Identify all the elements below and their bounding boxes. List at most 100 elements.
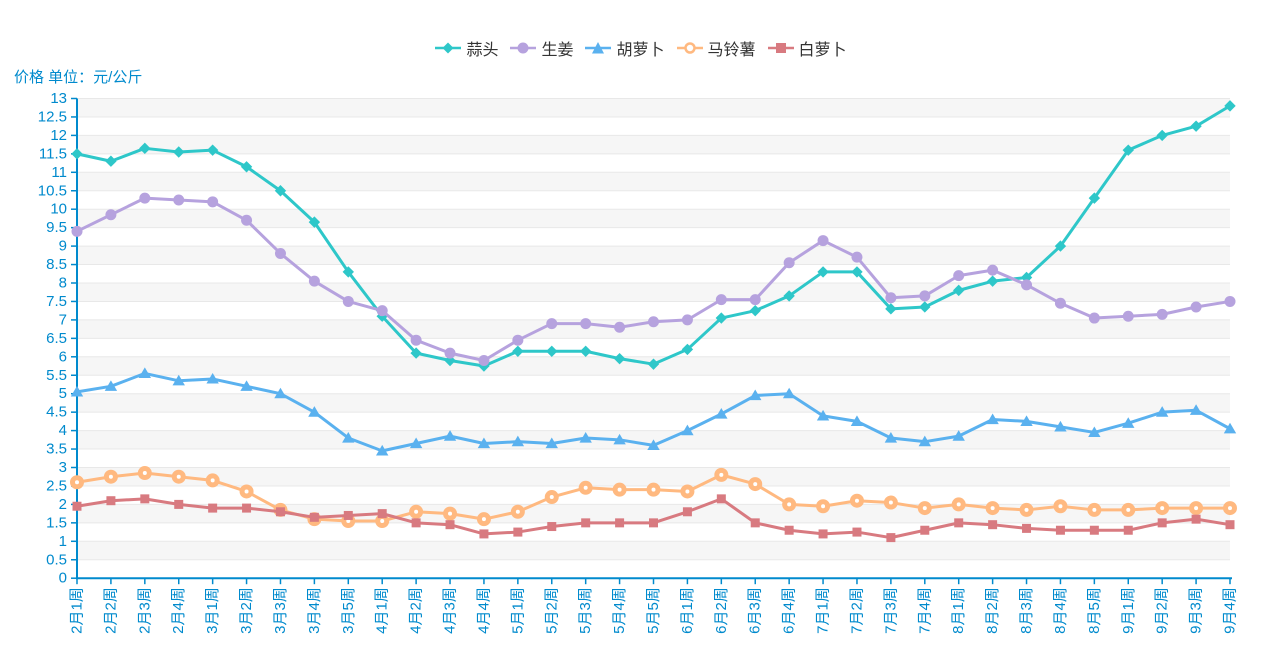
data-point-生姜-7月3周[interactable] bbox=[885, 292, 897, 304]
data-point-白萝卜-5月3周[interactable] bbox=[581, 518, 591, 528]
data-point-生姜-9月2周[interactable] bbox=[1156, 308, 1168, 320]
data-point-蒜头-9月4周[interactable] bbox=[1224, 100, 1236, 112]
data-point-马铃薯-9月2周[interactable] bbox=[1155, 501, 1170, 516]
data-point-白萝卜-3月5周[interactable] bbox=[343, 510, 353, 520]
data-point-蒜头-2月3周[interactable] bbox=[139, 142, 151, 155]
data-point-白萝卜-7月3周[interactable] bbox=[886, 533, 896, 543]
data-point-胡萝卜-8月5周[interactable] bbox=[1088, 426, 1101, 438]
data-point-胡萝卜-6月2周[interactable] bbox=[715, 407, 728, 419]
data-point-生姜-8月2周[interactable] bbox=[987, 264, 999, 276]
data-point-蒜头-5月3周[interactable] bbox=[579, 345, 592, 357]
data-point-胡萝卜-3月5周[interactable] bbox=[342, 431, 355, 443]
data-point-胡萝卜-6月4周[interactable] bbox=[782, 387, 796, 399]
data-point-马铃薯-4月2周[interactable] bbox=[409, 504, 424, 519]
data-point-生姜-3月5周[interactable] bbox=[342, 295, 354, 307]
data-point-白萝卜-7月2周[interactable] bbox=[852, 527, 862, 537]
data-point-白萝卜-8月2周[interactable] bbox=[988, 520, 998, 530]
data-point-生姜-6月3周[interactable] bbox=[749, 294, 761, 306]
data-point-胡萝卜-2月3周[interactable] bbox=[138, 367, 152, 379]
legend-item-蒜头[interactable]: 蒜头 bbox=[435, 36, 498, 60]
data-point-白萝卜-8月5周[interactable] bbox=[1089, 525, 1099, 535]
data-point-白萝卜-5月4周[interactable] bbox=[615, 518, 625, 528]
data-point-胡萝卜-8月3周[interactable] bbox=[1020, 415, 1033, 426]
data-point-蒜头-7月3周[interactable] bbox=[885, 303, 897, 315]
data-point-生姜-5月4周[interactable] bbox=[614, 321, 626, 333]
data-point-白萝卜-4月4周[interactable] bbox=[479, 529, 489, 539]
data-point-胡萝卜-5月5周[interactable] bbox=[647, 439, 660, 450]
data-point-马铃薯-7月2周[interactable] bbox=[849, 493, 864, 508]
data-point-白萝卜-9月3周[interactable] bbox=[1191, 514, 1201, 524]
data-point-生姜-5月1周[interactable] bbox=[512, 334, 524, 346]
data-point-马铃薯-9月3周[interactable] bbox=[1189, 501, 1204, 516]
data-point-蒜头-9月3周[interactable] bbox=[1190, 120, 1202, 132]
data-point-马铃薯-2月3周[interactable] bbox=[137, 466, 152, 481]
data-point-胡萝卜-3月3周[interactable] bbox=[274, 387, 287, 399]
data-point-蒜头-6月4周[interactable] bbox=[783, 290, 795, 302]
data-point-马铃薯-5月1周[interactable] bbox=[510, 504, 525, 519]
data-point-胡萝卜-4月4周[interactable] bbox=[477, 437, 491, 449]
data-point-马铃薯-2月2周[interactable] bbox=[103, 469, 118, 484]
data-point-马铃薯-9月1周[interactable] bbox=[1121, 502, 1136, 517]
data-point-马铃薯-8月4周[interactable] bbox=[1053, 499, 1068, 514]
data-point-白萝卜-4月2周[interactable] bbox=[411, 518, 421, 528]
data-point-马铃薯-2月1周[interactable] bbox=[70, 475, 84, 490]
data-point-马铃薯-3月2周[interactable] bbox=[239, 484, 254, 499]
data-point-马铃薯-5月3周[interactable] bbox=[578, 480, 593, 495]
data-point-蒜头-6月1周[interactable] bbox=[681, 343, 694, 356]
data-point-马铃薯-4月4周[interactable] bbox=[476, 512, 491, 527]
data-point-胡萝卜-2月1周[interactable] bbox=[70, 385, 84, 397]
data-point-生姜-3月2周[interactable] bbox=[241, 214, 253, 226]
data-point-胡萝卜-9月4周[interactable] bbox=[1223, 422, 1237, 434]
data-point-白萝卜-5月5周[interactable] bbox=[649, 518, 658, 528]
data-point-白萝卜-8月1周[interactable] bbox=[954, 518, 964, 528]
data-point-白萝卜-2月2周[interactable] bbox=[106, 496, 116, 506]
data-point-生姜-7月4周[interactable] bbox=[919, 290, 931, 302]
data-point-白萝卜-2月1周[interactable] bbox=[72, 501, 82, 511]
data-point-生姜-7月1周[interactable] bbox=[817, 235, 829, 247]
data-point-白萝卜-9月1周[interactable] bbox=[1123, 525, 1133, 535]
data-point-胡萝卜-8月1周[interactable] bbox=[952, 430, 965, 441]
data-point-蒜头-8月5周[interactable] bbox=[1088, 192, 1101, 204]
data-point-蒜头-5月1周[interactable] bbox=[512, 345, 524, 357]
data-point-胡萝卜-7月2周[interactable] bbox=[850, 415, 864, 426]
data-point-生姜-6月1周[interactable] bbox=[681, 314, 693, 326]
data-point-生姜-6月2周[interactable] bbox=[715, 294, 727, 306]
data-point-马铃薯-6月2周[interactable] bbox=[714, 467, 729, 482]
legend-item-马铃薯[interactable]: 马铃薯 bbox=[676, 36, 756, 60]
data-point-生姜-5月2周[interactable] bbox=[546, 318, 558, 330]
data-point-马铃薯-5月4周[interactable] bbox=[612, 482, 627, 497]
data-point-白萝卜-6月1周[interactable] bbox=[682, 507, 692, 517]
data-point-胡萝卜-9月2周[interactable] bbox=[1155, 406, 1169, 417]
data-point-蒜头-8月4周[interactable] bbox=[1054, 240, 1067, 252]
data-point-蒜头-9月2周[interactable] bbox=[1156, 129, 1168, 142]
data-point-生姜-2月4周[interactable] bbox=[173, 194, 185, 206]
data-point-白萝卜-7月4周[interactable] bbox=[920, 525, 930, 535]
data-point-马铃薯-6月4周[interactable] bbox=[782, 497, 797, 512]
data-point-胡萝卜-8月4周[interactable] bbox=[1054, 420, 1067, 432]
data-point-胡萝卜-8月2周[interactable] bbox=[986, 413, 999, 425]
data-point-胡萝卜-9月1周[interactable] bbox=[1122, 417, 1135, 428]
data-point-马铃薯-5月5周[interactable] bbox=[646, 482, 661, 497]
data-point-白萝卜-9月4周[interactable] bbox=[1225, 520, 1235, 530]
data-point-白萝卜-7月1周[interactable] bbox=[818, 529, 828, 539]
data-point-胡萝卜-5月2周[interactable] bbox=[545, 437, 558, 449]
data-point-马铃薯-6月1周[interactable] bbox=[680, 484, 695, 499]
data-point-生姜-8月5周[interactable] bbox=[1088, 312, 1100, 324]
data-point-白萝卜-8月3周[interactable] bbox=[1022, 523, 1032, 533]
data-point-蒜头-6月2周[interactable] bbox=[715, 312, 728, 324]
data-point-蒜头-9月1周[interactable] bbox=[1122, 144, 1134, 156]
legend-item-生姜[interactable]: 生姜 bbox=[510, 36, 573, 60]
data-point-胡萝卜-5月3周[interactable] bbox=[579, 431, 592, 443]
data-point-马铃薯-7月1周[interactable] bbox=[816, 499, 831, 514]
data-point-胡萝卜-9月3周[interactable] bbox=[1189, 404, 1203, 415]
data-point-马铃薯-5月2周[interactable] bbox=[544, 490, 559, 505]
data-point-胡萝卜-4月3周[interactable] bbox=[443, 430, 457, 441]
data-point-蒜头-7月4周[interactable] bbox=[919, 301, 931, 313]
data-point-马铃薯-8月1周[interactable] bbox=[951, 497, 966, 512]
data-point-生姜-5月3周[interactable] bbox=[580, 318, 592, 330]
data-point-蒜头-5月2周[interactable] bbox=[546, 345, 558, 357]
data-point-马铃薯-3月1周[interactable] bbox=[205, 473, 220, 488]
data-point-胡萝卜-6月3周[interactable] bbox=[749, 389, 762, 401]
data-point-马铃薯-9月4周[interactable] bbox=[1223, 501, 1237, 516]
legend-item-白萝卜[interactable]: 白萝卜 bbox=[767, 36, 847, 60]
